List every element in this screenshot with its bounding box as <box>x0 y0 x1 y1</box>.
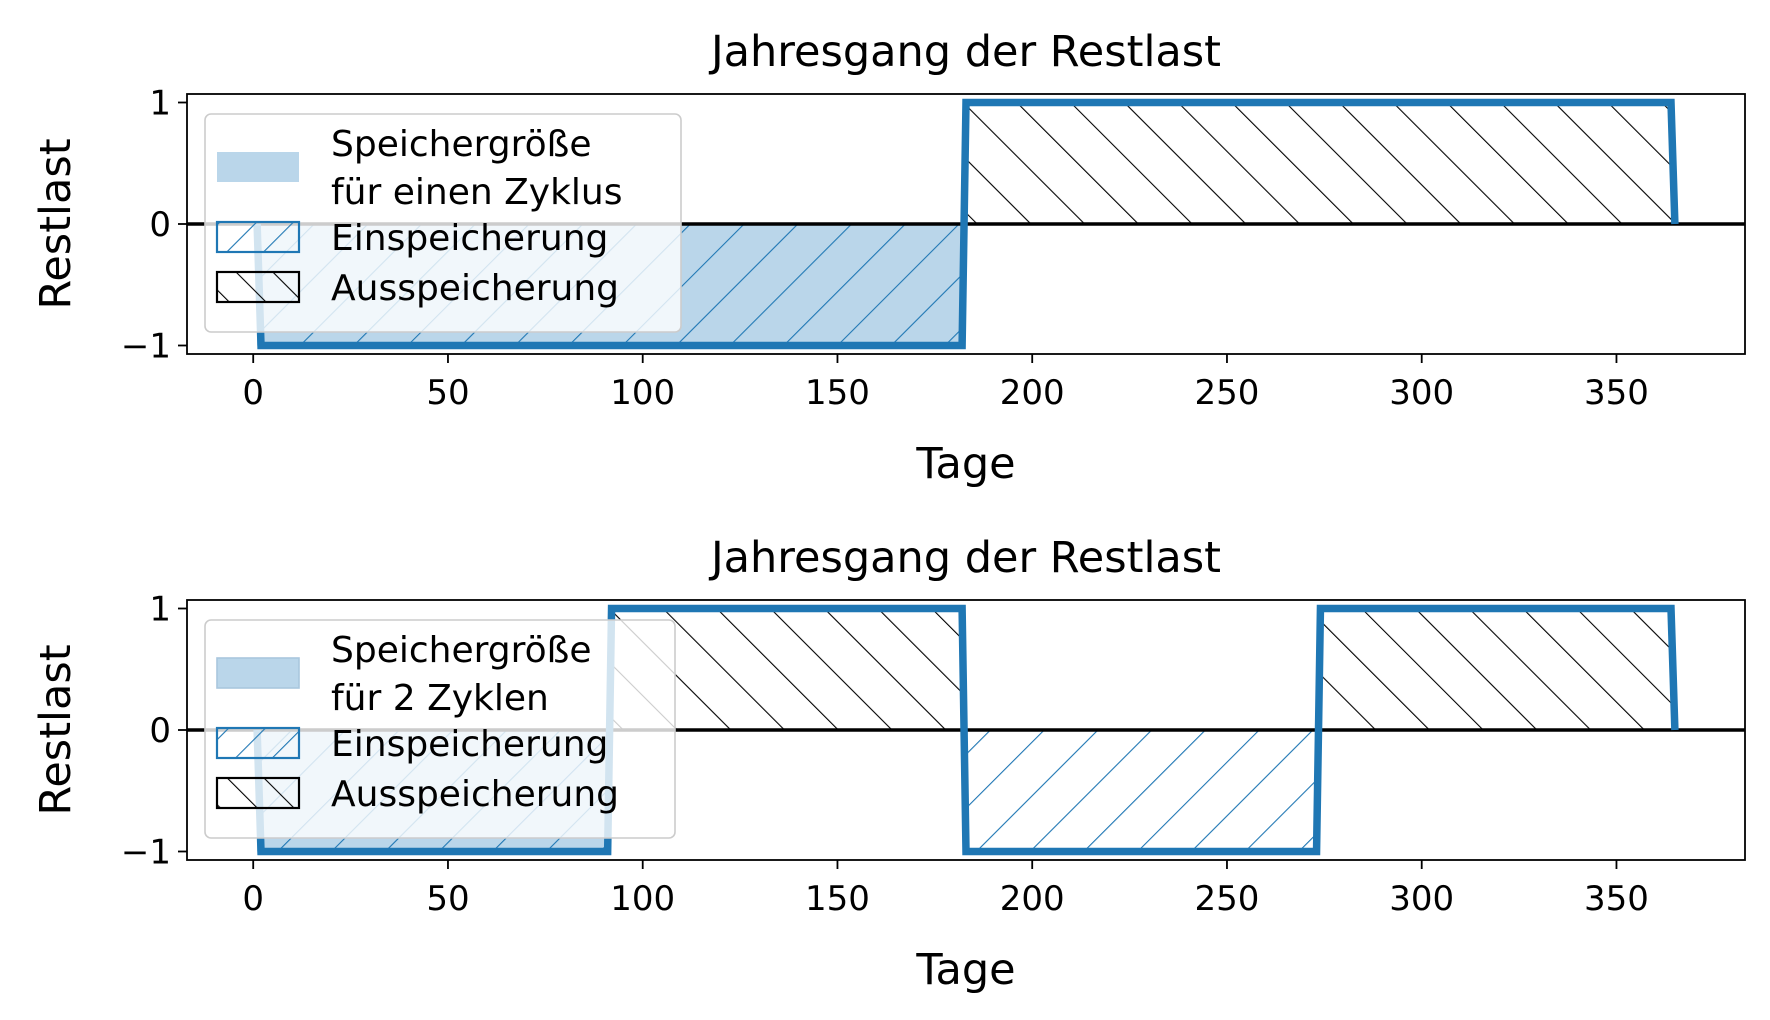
x-tick-label: 200 <box>1000 879 1065 919</box>
x-tick-label: 100 <box>610 879 675 919</box>
legend-label: Einspeicherung <box>331 218 608 259</box>
x-tick-label: 200 <box>1000 373 1065 413</box>
legend-swatch-solid <box>217 152 299 182</box>
legend-label: Speichergröße <box>331 124 592 165</box>
x-tick-label: 300 <box>1389 879 1454 919</box>
y-tick-label: −1 <box>121 832 171 872</box>
y-tick-label: 0 <box>149 711 171 751</box>
legend-label: für einen Zyklus <box>331 172 623 213</box>
x-tick-label: 100 <box>610 373 675 413</box>
chart-title: Jahresgang der Restlast <box>708 27 1221 77</box>
legend-label: Einspeicherung <box>331 724 608 765</box>
legend-swatch-hatch-forward <box>215 220 301 254</box>
series-line <box>253 604 1679 856</box>
shaded-region-hatch-back <box>1320 608 1675 730</box>
x-axis-label: Tage <box>915 945 1015 995</box>
legend-label: Speichergröße <box>331 630 592 671</box>
legend-label: Ausspeicherung <box>331 774 619 815</box>
x-tick-label: 250 <box>1195 373 1260 413</box>
y-axis-label: Restlast <box>31 138 81 309</box>
y-axis-label: Restlast <box>31 644 81 815</box>
x-tick-label: 150 <box>805 373 870 413</box>
legend-swatch-solid <box>216 657 300 689</box>
shaded-region-hatch-back <box>966 102 1675 224</box>
legend-swatch-hatch-back <box>215 270 301 304</box>
x-tick-label: 0 <box>242 879 264 919</box>
legend-label: für 2 Zyklen <box>331 678 549 719</box>
x-tick-label: 50 <box>426 879 469 919</box>
chart-title: Jahresgang der Restlast <box>708 533 1221 583</box>
legend: Speichergröße für 2 Zyklen Einspeicherung A… <box>204 619 676 839</box>
legend-swatch-hatch-forward <box>215 726 301 760</box>
y-tick-label: −1 <box>121 326 171 366</box>
x-tick-label: 250 <box>1195 879 1260 919</box>
chart-panel-1: 0 50 100 150 200 250 300 350 −1 0 1 Jahresgang der … <box>31 27 1746 489</box>
x-tick-label: 0 <box>242 373 264 413</box>
shaded-region-hatch-forward <box>966 730 1317 852</box>
y-tick-label: 0 <box>149 205 171 245</box>
x-tick-label: 350 <box>1584 373 1649 413</box>
x-tick-label: 300 <box>1389 373 1454 413</box>
y-tick-label: 1 <box>149 84 171 124</box>
legend-swatch-hatch-back <box>215 776 301 810</box>
legend-box <box>204 619 676 839</box>
x-tick-label: 150 <box>805 879 870 919</box>
legend: Speichergröße für einen Zyklus Einspeicher… <box>204 113 682 333</box>
x-tick-label: 350 <box>1584 879 1649 919</box>
legend-label: Ausspeicherung <box>331 268 619 309</box>
legend-box <box>204 113 682 333</box>
chart-panel-2: 0 50 100 150 200 250 300 350 −1 0 1 Jahresgang der … <box>31 533 1746 995</box>
x-tick-label: 50 <box>426 373 469 413</box>
x-axis-label: Tage <box>915 439 1015 489</box>
y-tick-label: 1 <box>149 590 171 630</box>
